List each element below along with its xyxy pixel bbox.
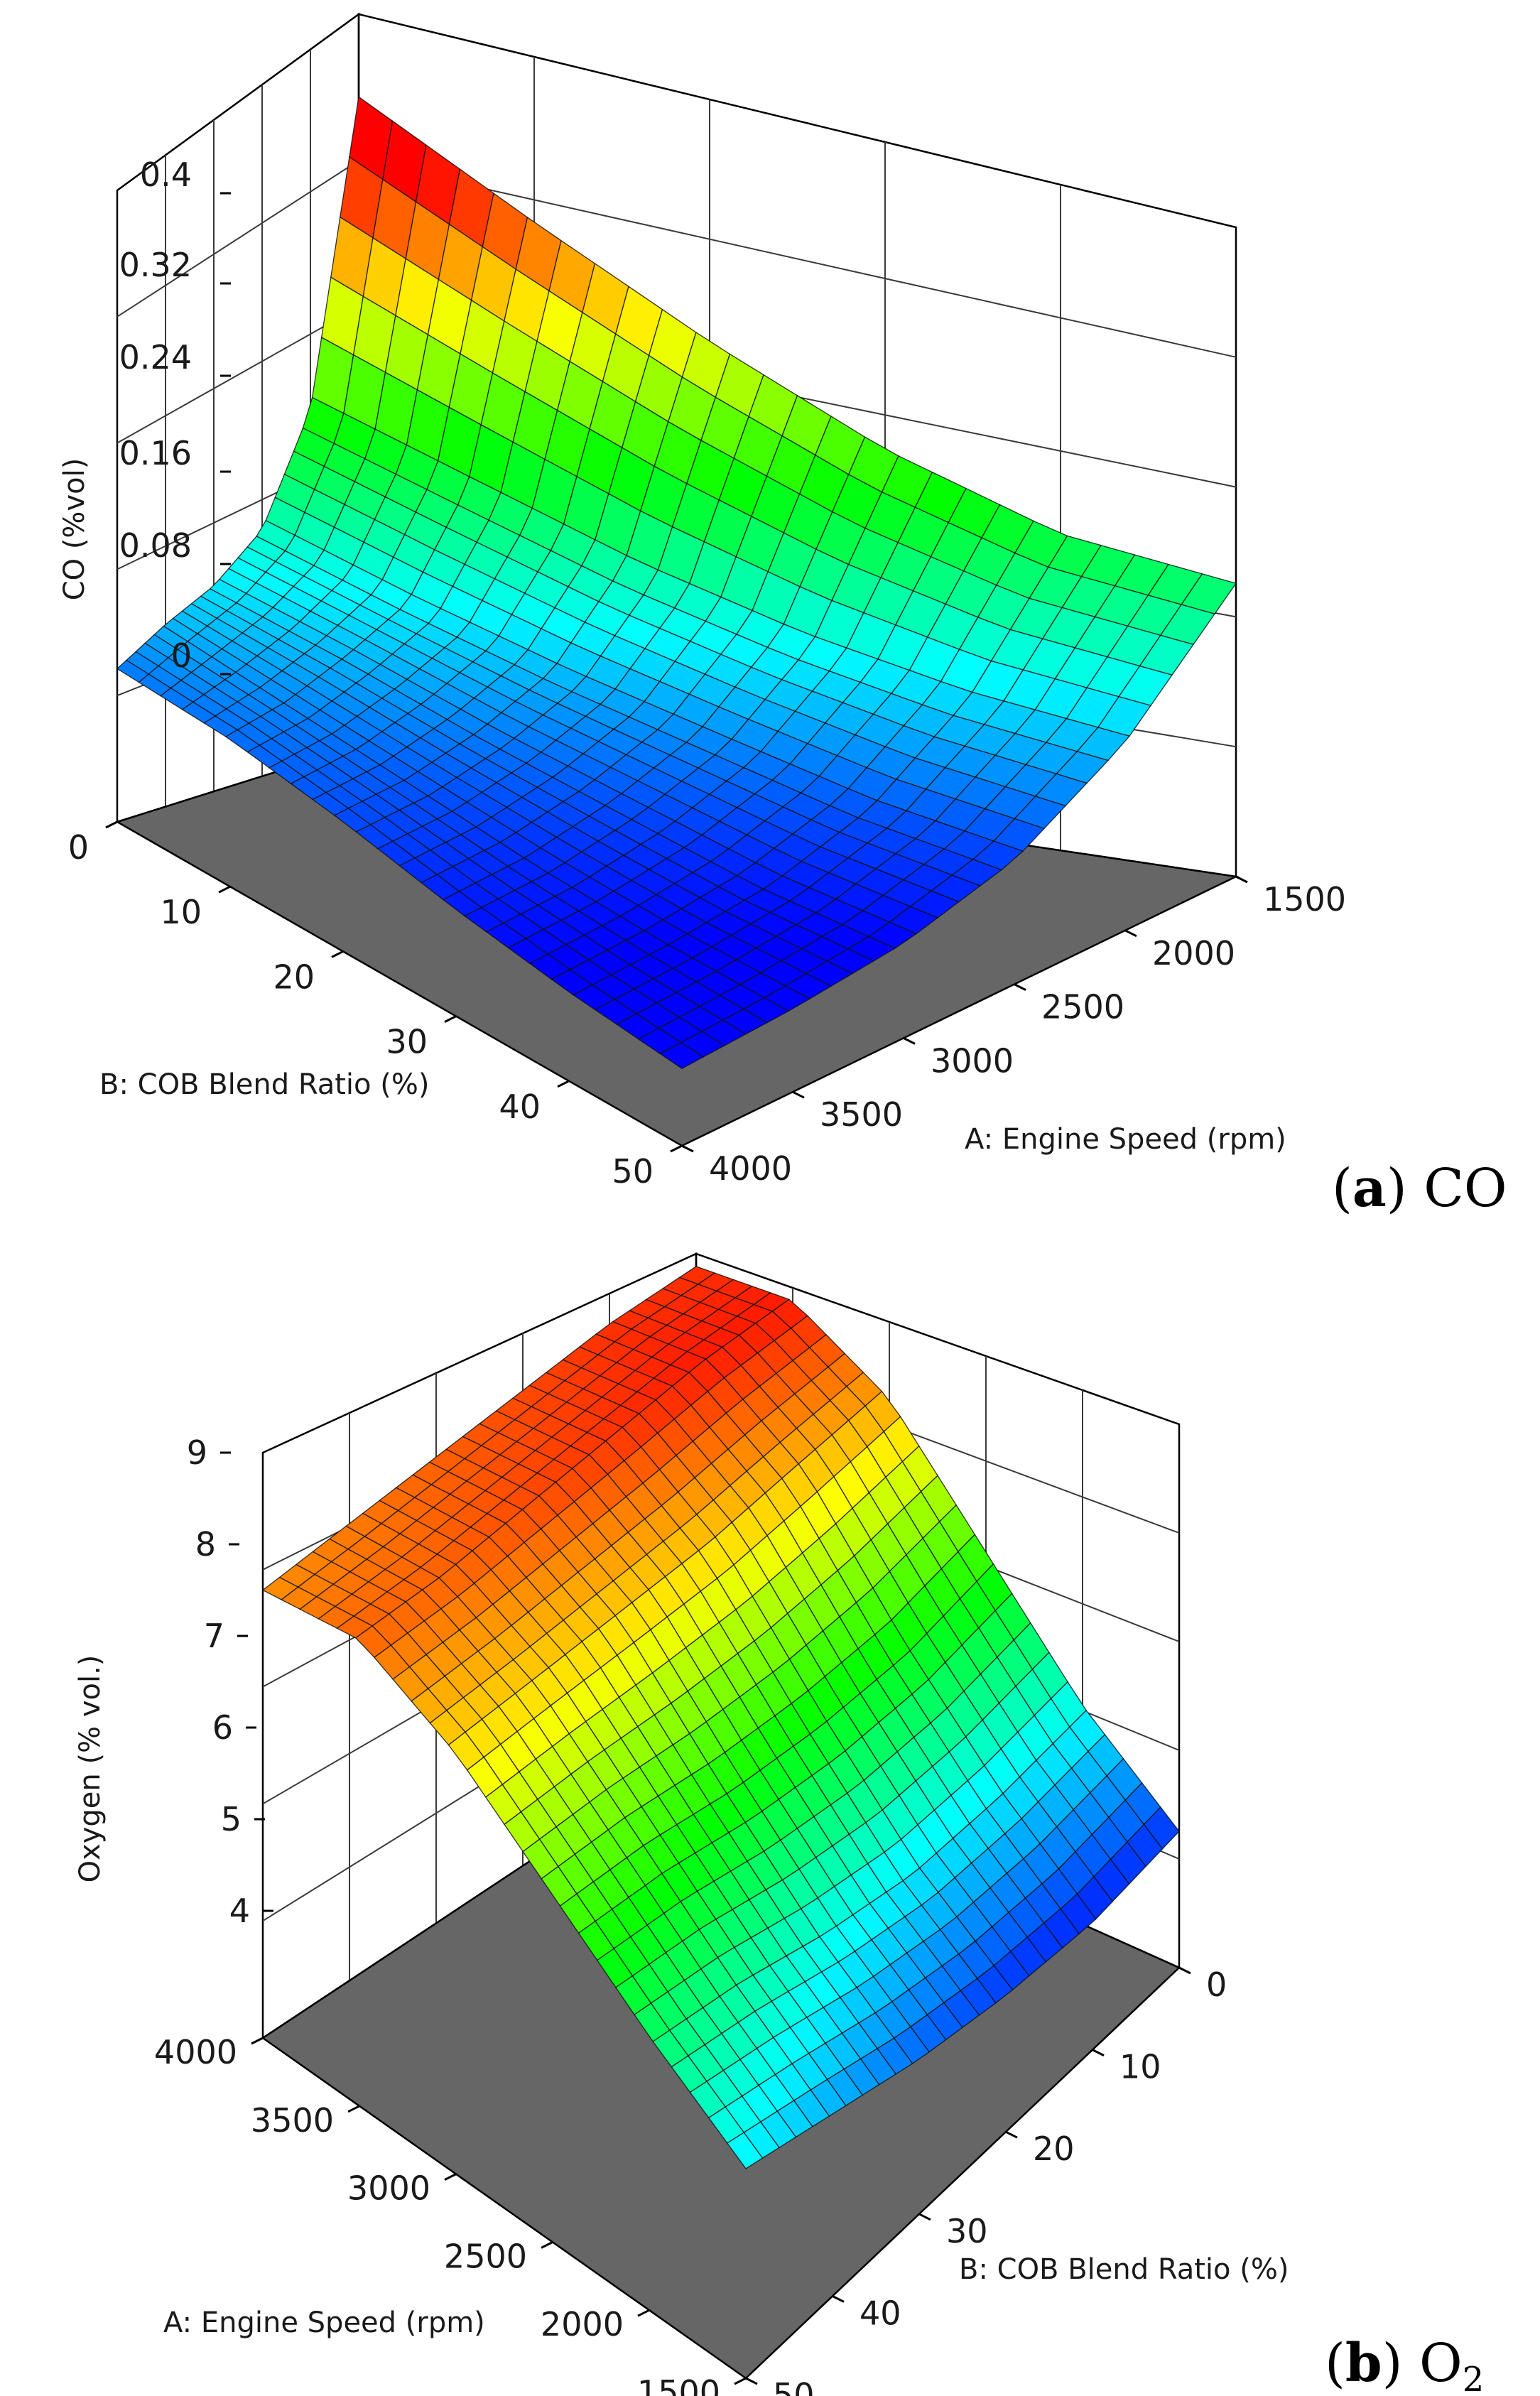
co-grid-line (116, 160, 359, 318)
co-z-tick-label: 0 (171, 636, 192, 675)
co-z-axis-label: CO (%vol) (58, 458, 91, 601)
co-x-tick (903, 1037, 916, 1045)
o2-x-tick-label: 2500 (444, 2237, 527, 2275)
co-x-tick (792, 1090, 805, 1099)
o2-z-tick-label: 7 (204, 1617, 224, 1655)
co-caption-label: CO (1424, 1158, 1507, 1219)
co-z-tick-label: 0.32 (119, 246, 192, 284)
co-y-tick (670, 1144, 683, 1153)
o2-z-tick-label: 9 (187, 1433, 207, 1472)
co-z-tick-label: 0.4 (140, 156, 192, 194)
o2-surface (261, 1266, 1180, 2169)
o2-x-tick (637, 2309, 650, 2317)
co-z-tick-label: 0.08 (119, 526, 192, 565)
co-z-tick-label: 0.24 (119, 338, 192, 376)
co-y-tick-label: 10 (160, 893, 202, 931)
co-y-tick-label: 50 (612, 1152, 654, 1191)
o2-caption-sub: 2 (1463, 2360, 1485, 2396)
o2-y-tick-label: 50 (773, 2376, 815, 2396)
co-x-tick (1235, 875, 1248, 884)
o2-y-tick-label: 30 (946, 2212, 988, 2250)
co-y-tick-label: 0 (68, 828, 89, 867)
co-surface-cell (659, 1041, 705, 1069)
o2-x-tick-label: 2000 (541, 2305, 624, 2343)
co-x-tick (1124, 929, 1137, 938)
co-tick-labels: 0.4 0.32 0.24 0.16 0.08 0 0 10 20 30 40 50 1500 2000 2… (68, 156, 1346, 1191)
co-y-tick (105, 820, 118, 829)
o2-tick-labels: 9 8 7 6 5 4 4000 3500 3000 2500 2000 1500 0 10 20 30 40 5… (154, 1433, 1227, 2396)
o2-y-tick (1178, 1966, 1191, 1975)
co-x-axis-label: A: Engine Speed (rpm) (965, 1123, 1286, 1156)
co-y-tick-label: 30 (386, 1023, 428, 1061)
o2-y-tick (1092, 2049, 1105, 2056)
o2-x-tick-label: 3000 (347, 2169, 430, 2208)
co-surface (116, 96, 1237, 1069)
co-caption-letter: a (1352, 1158, 1387, 1219)
o2-x-tick (347, 2105, 360, 2113)
co-caption: (a) CO (1332, 1158, 1507, 1219)
co-x-tick-label: 4000 (709, 1149, 792, 1188)
co-y-tick-label: 40 (499, 1088, 541, 1126)
o2-y-axis-label: B: COB Blend Ratio (%) (959, 2253, 1289, 2286)
co-y-tick (444, 1015, 457, 1023)
co-z-tick-label: 0.16 (119, 434, 192, 472)
o2-y-tick (918, 2213, 931, 2221)
co-x-tick-label: 3500 (820, 1095, 903, 1134)
o2-x-tick-label: 4000 (154, 2033, 237, 2071)
o2-z-axis-label: Oxygen (% vol.) (74, 1655, 107, 1883)
o2-x-tick (251, 2037, 264, 2045)
o2-surface-cell (726, 2132, 764, 2169)
co-x-tick-label: 2000 (1152, 934, 1235, 972)
o2-z-tick-label: 5 (221, 1800, 242, 1838)
o2-caption-letter: b (1345, 2333, 1382, 2394)
o2-x-tick-label: 1500 (637, 2373, 720, 2396)
o2-z-tick-label: 8 (195, 1525, 216, 1563)
co-y-tick (331, 950, 344, 958)
o2-y-tick (832, 2295, 845, 2303)
o2-x-tick-label: 3500 (251, 2101, 334, 2140)
co-grid-line (116, 306, 359, 444)
o2-y-tick-label: 40 (860, 2294, 901, 2332)
co-y-tick (218, 885, 231, 894)
o2-y-tick-label: 20 (1033, 2130, 1075, 2168)
co-x-tick-label: 3000 (931, 1041, 1014, 1080)
o2-y-tick (745, 2377, 758, 2385)
co-y-tick (557, 1080, 570, 1088)
o2-surface-plot: 9 8 7 6 5 4 4000 3500 3000 2500 2000 1500 0 10 20 30 40 5… (74, 1252, 1484, 2396)
o2-z-tick-label: 6 (212, 1708, 233, 1747)
o2-y-tick (1005, 2130, 1018, 2139)
co-surface-plot: 0.4 0.32 0.24 0.16 0.08 0 0 10 20 30 40 50 1500 2000 2… (58, 12, 1507, 1219)
co-y-axis-label: B: COB Blend Ratio (%) (99, 1068, 429, 1101)
o2-z-tick-label: 4 (229, 1892, 250, 1930)
o2-y-tick-label: 10 (1119, 2048, 1161, 2086)
co-x-tick-label: 2500 (1041, 988, 1124, 1026)
o2-x-tick (734, 2377, 747, 2385)
o2-x-tick (444, 2173, 457, 2181)
co-x-tick-label: 1500 (1263, 880, 1346, 918)
o2-caption: (b) O2 (1325, 2333, 1484, 2396)
o2-caption-label: O (1419, 2333, 1463, 2394)
co-x-tick (681, 1144, 694, 1153)
co-x-tick (1014, 983, 1026, 991)
o2-x-axis-label: A: Engine Speed (rpm) (163, 2306, 485, 2339)
o2-y-tick-label: 0 (1206, 1966, 1227, 2004)
o2-x-tick (541, 2241, 553, 2249)
co-grid-line (358, 160, 1237, 358)
co-y-tick-label: 20 (273, 958, 315, 996)
